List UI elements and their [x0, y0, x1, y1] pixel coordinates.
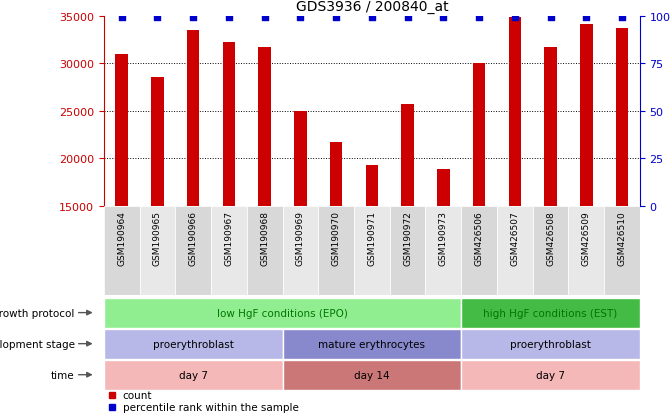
- Bar: [580, 25, 592, 206]
- Bar: [187, 31, 200, 206]
- Bar: [283, 329, 461, 358]
- Bar: [354, 206, 390, 295]
- Point: [581, 15, 592, 22]
- Bar: [283, 360, 461, 390]
- Point: [474, 15, 484, 22]
- Point: [366, 15, 377, 22]
- Text: GSM190970: GSM190970: [332, 211, 340, 266]
- Point: [295, 15, 306, 22]
- Bar: [437, 169, 450, 206]
- Text: GSM426506: GSM426506: [474, 211, 484, 266]
- Bar: [115, 55, 128, 206]
- Bar: [330, 143, 342, 206]
- Point: [259, 15, 270, 22]
- Point: [616, 15, 627, 22]
- Text: GSM190971: GSM190971: [367, 211, 377, 266]
- Point: [509, 15, 520, 22]
- Point: [402, 15, 413, 22]
- Bar: [259, 48, 271, 206]
- Bar: [461, 298, 640, 328]
- Bar: [366, 166, 378, 206]
- Bar: [544, 48, 557, 206]
- Text: count: count: [123, 390, 152, 400]
- Text: percentile rank within the sample: percentile rank within the sample: [123, 402, 299, 412]
- Point: [188, 15, 198, 22]
- Bar: [401, 105, 414, 206]
- Text: GSM190966: GSM190966: [189, 211, 198, 266]
- Text: mature erythrocytes: mature erythrocytes: [318, 339, 425, 349]
- Bar: [104, 360, 283, 390]
- Text: GSM190972: GSM190972: [403, 211, 412, 266]
- Text: proerythroblast: proerythroblast: [510, 339, 591, 349]
- Text: growth protocol: growth protocol: [0, 308, 75, 318]
- Text: GSM426507: GSM426507: [511, 211, 519, 266]
- Text: GSM426509: GSM426509: [582, 211, 591, 266]
- Text: low HgF conditions (EPO): low HgF conditions (EPO): [217, 308, 348, 318]
- Bar: [473, 64, 485, 206]
- Bar: [139, 206, 176, 295]
- Bar: [176, 206, 211, 295]
- Text: high HgF conditions (EST): high HgF conditions (EST): [483, 308, 618, 318]
- Text: development stage: development stage: [0, 339, 75, 349]
- Text: day 14: day 14: [354, 370, 390, 380]
- Bar: [425, 206, 461, 295]
- Text: GSM426510: GSM426510: [618, 211, 626, 266]
- Point: [545, 15, 556, 22]
- Text: GSM190968: GSM190968: [260, 211, 269, 266]
- Point: [438, 15, 449, 22]
- Point: [224, 15, 234, 22]
- Bar: [461, 206, 497, 295]
- Text: time: time: [51, 370, 75, 380]
- Bar: [461, 329, 640, 358]
- Bar: [151, 78, 163, 206]
- Bar: [104, 206, 139, 295]
- Bar: [497, 206, 533, 295]
- Bar: [104, 329, 283, 358]
- Text: proerythroblast: proerythroblast: [153, 339, 234, 349]
- Text: day 7: day 7: [536, 370, 565, 380]
- Point: [117, 15, 127, 22]
- Bar: [461, 360, 640, 390]
- Title: GDS3936 / 200840_at: GDS3936 / 200840_at: [295, 0, 448, 14]
- Text: GSM190967: GSM190967: [224, 211, 233, 266]
- Bar: [294, 112, 307, 206]
- Text: GSM190969: GSM190969: [296, 211, 305, 266]
- Text: day 7: day 7: [179, 370, 208, 380]
- Bar: [318, 206, 354, 295]
- Bar: [568, 206, 604, 295]
- Text: GSM190973: GSM190973: [439, 211, 448, 266]
- Bar: [104, 298, 461, 328]
- Bar: [390, 206, 425, 295]
- Point: [331, 15, 342, 22]
- Bar: [222, 43, 235, 206]
- Bar: [211, 206, 247, 295]
- Bar: [247, 206, 283, 295]
- Bar: [533, 206, 568, 295]
- Bar: [616, 29, 628, 206]
- Bar: [283, 206, 318, 295]
- Text: GSM426508: GSM426508: [546, 211, 555, 266]
- Point: [152, 15, 163, 22]
- Bar: [604, 206, 640, 295]
- Bar: [509, 19, 521, 207]
- Text: GSM190964: GSM190964: [117, 211, 126, 266]
- Text: GSM190965: GSM190965: [153, 211, 162, 266]
